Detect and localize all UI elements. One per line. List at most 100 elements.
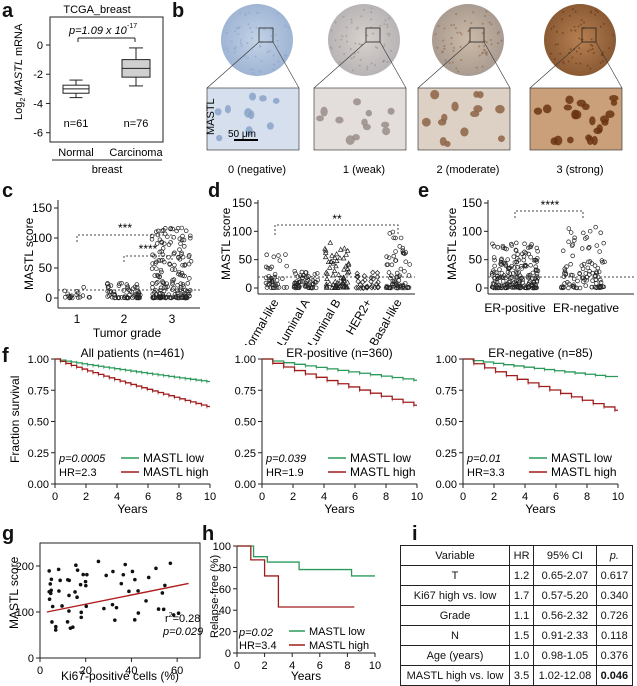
- panel-b-core-speck: [587, 50, 590, 53]
- data-point: [133, 577, 137, 582]
- data-point: [343, 251, 350, 257]
- table-header-ci: 95% CI: [533, 545, 597, 566]
- panel-b-core-speck: [252, 72, 255, 75]
- xtick-label: 40: [125, 665, 137, 677]
- data-point: [512, 260, 518, 265]
- panel-b-core-speck: [443, 27, 446, 30]
- panel-b-nucleus: [382, 127, 391, 136]
- table-cell: 1.2: [509, 565, 535, 586]
- panel-b-nucleus: [565, 95, 574, 105]
- data-point: [534, 271, 540, 277]
- data-point: [57, 589, 61, 593]
- panel-b-core-speck: [589, 67, 592, 70]
- data-point: [163, 226, 168, 231]
- panel-b-core-speck: [371, 32, 374, 35]
- panel-b-core-speck: [358, 64, 361, 67]
- panel-b-core-speck: [571, 8, 574, 11]
- data-point: [391, 253, 396, 259]
- panel-b-core-speck: [249, 27, 252, 30]
- panel-d-xlabel: HER2+: [343, 297, 375, 338]
- panel-b-core-speck: [496, 32, 499, 35]
- ytick-label: 100: [32, 231, 52, 245]
- panel-b-core-speck: [490, 23, 493, 26]
- data-point: [110, 602, 115, 607]
- data-point: [492, 257, 497, 263]
- km-curve-low: [237, 545, 375, 577]
- panel-label-h: h: [202, 523, 215, 545]
- panel-b-core-speck: [608, 47, 611, 50]
- data-point: [344, 270, 351, 276]
- data-point: [514, 274, 520, 280]
- data-point: [315, 277, 320, 283]
- panel-b-core-speck: [360, 15, 363, 18]
- data-point: [312, 271, 318, 277]
- data-point: [126, 287, 131, 292]
- data-point: [297, 279, 302, 285]
- data-point: [271, 254, 277, 260]
- data-point: [78, 582, 83, 587]
- data-point: [62, 288, 67, 294]
- data-point: [296, 283, 301, 289]
- data-point: [172, 267, 178, 272]
- data-point: [586, 245, 591, 251]
- data-point: [571, 276, 577, 282]
- panel-b-core-speck: [249, 68, 252, 71]
- panel-b-core-speck: [227, 50, 230, 53]
- panel-b-core-speck: [436, 46, 439, 49]
- panel-b-nucleus: [451, 101, 459, 112]
- panel-b-core-speck: [444, 59, 447, 62]
- table-cell: 0.65-2.07: [533, 565, 597, 586]
- data-point: [343, 263, 349, 269]
- km-legend-high: MASTL high: [143, 465, 209, 479]
- data-point: [370, 275, 377, 282]
- panel-b-score-2: 2 (moderate): [437, 164, 500, 176]
- panel-label-b: b: [172, 0, 185, 22]
- data-point: [155, 280, 160, 285]
- data-point: [121, 288, 126, 293]
- panel-b-score-0: 0 (negative): [228, 164, 286, 176]
- ytick-label: 60: [219, 584, 231, 596]
- km-xlabel: Years: [525, 502, 555, 516]
- data-point: [187, 276, 192, 281]
- data-point: [292, 268, 297, 274]
- data-point: [284, 263, 289, 269]
- table-cell: 0.617: [595, 565, 634, 586]
- panel-b-core-speck: [334, 21, 337, 24]
- panel-b-nucleus: [460, 127, 469, 137]
- panel-b-nucleus: [444, 140, 451, 147]
- data-point: [336, 280, 343, 286]
- panel-label-i: i: [412, 523, 418, 545]
- km-ytick-label: 0.00: [436, 479, 457, 491]
- data-point: [277, 258, 283, 263]
- data-point: [270, 282, 275, 288]
- panel-b-core-speck: [366, 34, 369, 37]
- panel-b-nucleus: [216, 134, 223, 142]
- panel-b-core-speck: [485, 10, 488, 13]
- ytick-label: 100: [213, 541, 231, 553]
- panel-b-core-speck: [556, 43, 559, 46]
- panel-b-core-speck: [442, 39, 445, 42]
- data-point: [386, 255, 392, 260]
- panel-b-core-speck: [589, 43, 592, 46]
- ytick-label: 0: [28, 653, 34, 665]
- panel-g-regression-line: [46, 582, 189, 613]
- km-curve-low: [463, 358, 618, 378]
- data-point: [601, 284, 606, 290]
- ytick-label: 100: [232, 224, 252, 238]
- data-point: [295, 285, 301, 290]
- data-point: [494, 276, 500, 282]
- data-point: [384, 254, 389, 259]
- data-point: [161, 280, 166, 286]
- data-point: [167, 261, 172, 267]
- data-point: [363, 284, 369, 291]
- data-point: [291, 284, 297, 290]
- km-ytick-label: 0.25: [235, 448, 256, 460]
- data-point: [136, 295, 142, 301]
- data-point: [124, 295, 129, 301]
- panel-a-group-carcinoma: Carcinoma: [109, 147, 163, 159]
- data-point: [116, 283, 122, 288]
- panel-e-x-erpos: ER-positive: [484, 301, 546, 315]
- data-point: [334, 284, 341, 290]
- panel-h-legend-high: MASTL high: [309, 640, 369, 652]
- panel-b-core-speck: [475, 66, 478, 69]
